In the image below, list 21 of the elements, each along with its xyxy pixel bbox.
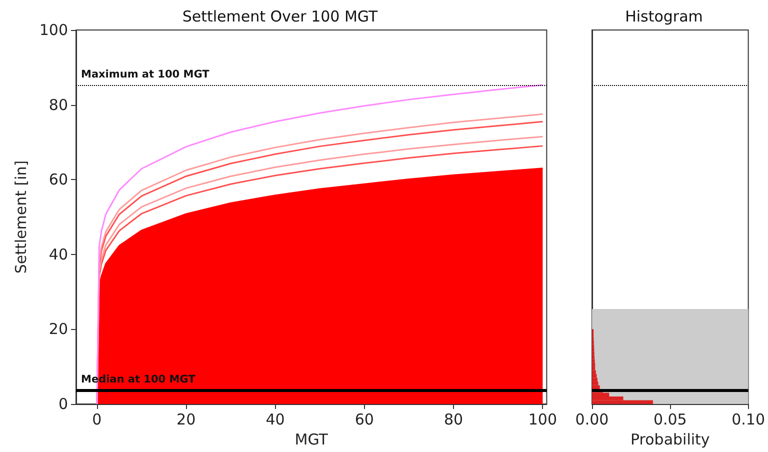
- x-tick-label: 100: [528, 410, 558, 428]
- chart-title: Histogram: [625, 8, 703, 26]
- y-axis-title: Settlement [in]: [12, 160, 30, 274]
- x-axis-title: MGT: [294, 430, 329, 448]
- x-tick-label: 40: [266, 410, 285, 428]
- x-tick-label: 80: [444, 410, 464, 428]
- chart-title: Settlement Over 100 MGT: [182, 8, 378, 26]
- x-axis-title: Probability: [630, 430, 710, 448]
- y-tick-label: 100: [39, 21, 68, 39]
- x-tick-label: 60: [354, 410, 374, 428]
- y-tick-label: 60: [48, 170, 68, 189]
- x-tick-label: 0.05: [653, 410, 687, 428]
- y-tick-label: 20: [48, 320, 68, 338]
- ref-line-label: Maximum at 100 MGT: [81, 68, 210, 80]
- x-tick-label: 0.00: [575, 410, 609, 428]
- y-tick-label: 40: [48, 245, 68, 264]
- y-tick-label: 0: [58, 395, 68, 413]
- x-tick-label: 0: [92, 410, 102, 428]
- x-tick-label: 0.10: [732, 410, 766, 428]
- y-tick-label: 80: [48, 96, 68, 114]
- x-tick-label: 20: [176, 410, 196, 428]
